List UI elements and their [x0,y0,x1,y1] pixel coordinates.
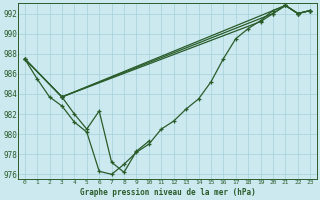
X-axis label: Graphe pression niveau de la mer (hPa): Graphe pression niveau de la mer (hPa) [80,188,255,197]
